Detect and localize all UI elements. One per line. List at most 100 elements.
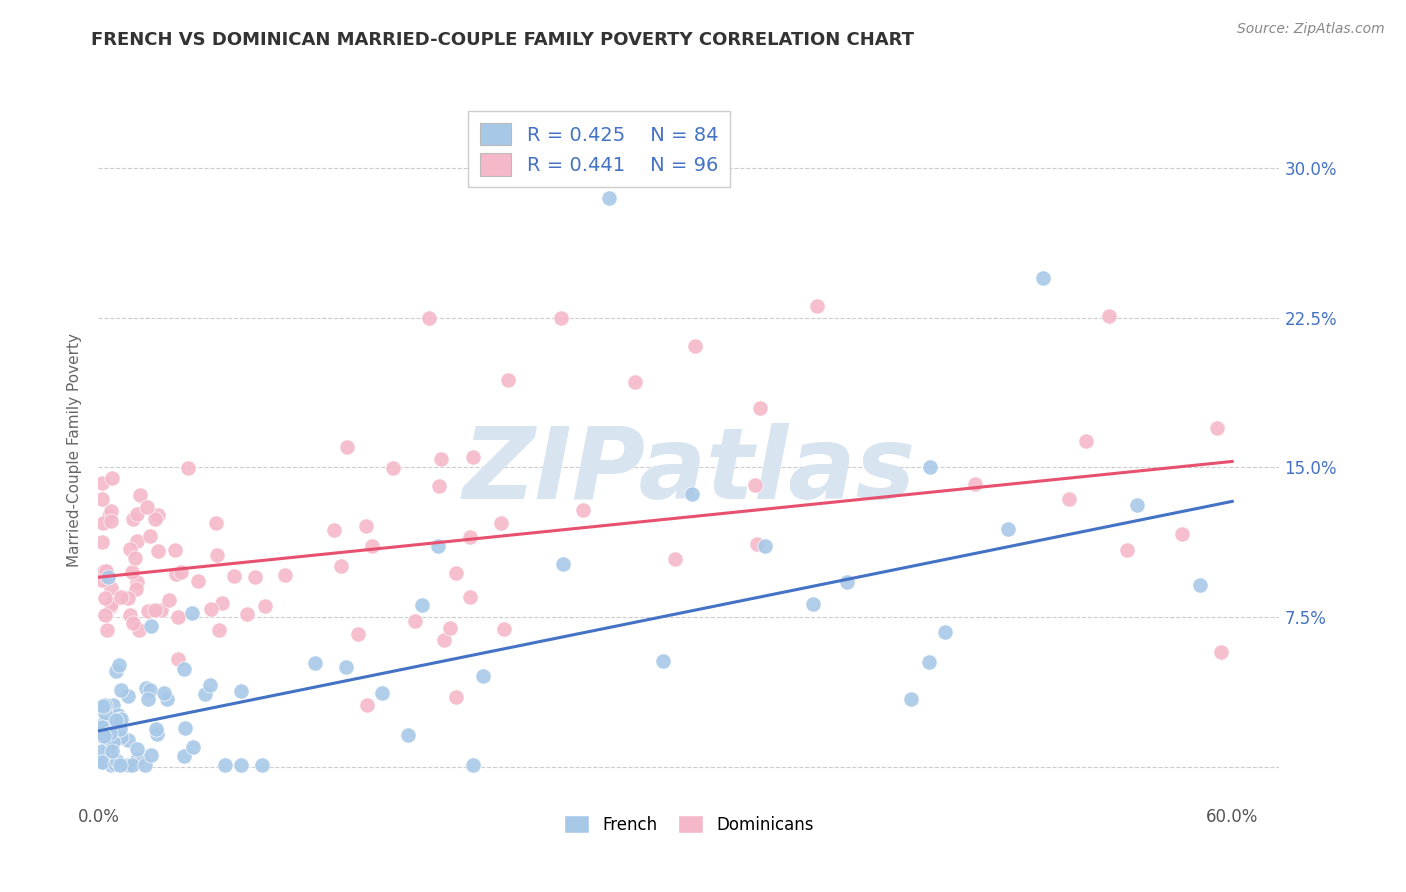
Point [105,754,128,768]
Point [347,627,370,641]
Point [110,731,132,745]
Point [143,603,166,617]
Point [198,678,221,692]
Point [965,476,987,491]
Y-axis label: Married-Couple Family Poverty: Married-Couple Family Poverty [67,334,83,567]
Point [104,756,127,771]
Point [118,607,141,622]
Point [128,488,150,502]
Point [100,581,122,595]
Point [489,516,512,530]
Point [458,590,481,604]
Point [1059,492,1081,507]
Point [427,539,450,553]
Point [94,607,117,622]
Point [165,542,187,557]
Point [396,728,419,742]
Point [837,575,859,590]
Point [110,683,132,698]
Point [149,603,172,617]
Point [433,632,456,647]
Point [411,598,433,612]
Point [117,591,139,605]
Point [496,373,519,387]
Point [166,610,188,624]
Point [103,698,125,713]
Point [1189,578,1212,592]
Point [91,755,114,769]
Point [194,687,217,701]
Point [104,713,127,727]
Point [141,619,163,633]
Point [139,529,162,543]
Point [652,655,675,669]
Point [125,582,148,596]
Point [91,574,114,588]
Point [117,689,139,703]
Point [429,479,451,493]
Point [273,568,295,582]
Point [187,574,209,589]
Point [471,669,494,683]
Point [136,500,159,515]
Point [108,757,131,772]
Point [207,548,229,562]
Point [100,726,122,740]
Point [205,516,228,530]
Point [664,552,686,566]
Point [551,557,574,571]
Point [745,537,768,551]
Point [170,565,193,579]
Point [127,752,149,766]
Point [143,512,166,526]
Point [371,686,394,700]
Point [806,299,828,313]
Point [100,515,122,529]
Point [91,492,114,507]
Point [492,622,515,636]
Point [572,502,595,516]
Point [598,191,620,205]
Point [918,459,941,474]
Legend: French, Dominicans: French, Dominicans [558,809,820,840]
Point [101,735,124,749]
Point [360,539,382,553]
Point [127,575,149,590]
Point [107,707,129,722]
Point [117,733,139,747]
Point [110,590,132,604]
Point [181,606,204,620]
Point [146,544,169,558]
Point [177,460,200,475]
Point [145,722,167,736]
Point [122,615,145,630]
Point [200,602,222,616]
Point [100,733,122,747]
Point [93,729,115,743]
Point [404,615,426,629]
Point [167,652,190,666]
Point [97,570,120,584]
Point [181,739,204,754]
Point [100,599,122,613]
Point [121,565,143,579]
Point [93,715,115,730]
Point [100,718,122,732]
Point [91,755,114,769]
Point [139,748,162,763]
Point [1211,645,1233,659]
Point [748,401,770,415]
Point [110,712,132,726]
Point [253,599,276,613]
Point [1074,434,1097,448]
Point [91,720,114,734]
Point [91,729,114,743]
Point [801,598,824,612]
Text: FRENCH VS DOMINICAN MARRIED-COUPLE FAMILY POVERTY CORRELATION CHART: FRENCH VS DOMINICAN MARRIED-COUPLE FAMIL… [91,31,914,49]
Point [336,440,359,454]
Point [97,739,120,754]
Point [91,726,114,740]
Point [153,686,176,700]
Point [683,339,706,353]
Point [156,692,179,706]
